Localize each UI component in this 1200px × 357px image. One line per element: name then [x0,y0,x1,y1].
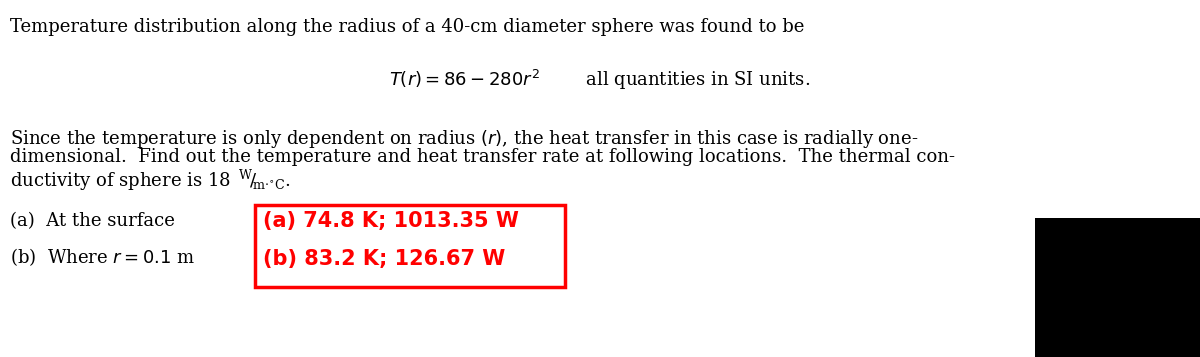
Text: (b)  Where $r = 0.1$ m: (b) Where $r = 0.1$ m [10,246,196,268]
Text: (a) 74.8 K; 1013.35 W: (a) 74.8 K; 1013.35 W [263,211,518,231]
Text: Since the temperature is only dependent on radius $(r)$, the heat transfer in th: Since the temperature is only dependent … [10,128,918,150]
Text: $T(r) = 86 - 280r^2$        all quantities in SI units.: $T(r) = 86 - 280r^2$ all quantities in S… [389,68,811,92]
Text: (b) 83.2 K; 126.67 W: (b) 83.2 K; 126.67 W [263,249,505,269]
Text: Temperature distribution along the radius of a 40-cm diameter sphere was found t: Temperature distribution along the radiu… [10,18,804,36]
Text: dimensional.  Find out the temperature and heat transfer rate at following locat: dimensional. Find out the temperature an… [10,148,955,166]
Text: (a)  At the surface: (a) At the surface [10,212,175,230]
Text: ductivity of sphere is 18 $\,^{\mathregular{W}}\!/\!_{\mathregular{m}{\cdot}^{\c: ductivity of sphere is 18 $\,^{\mathregu… [10,168,290,193]
Bar [1034,218,1200,357]
Bar [256,205,565,287]
